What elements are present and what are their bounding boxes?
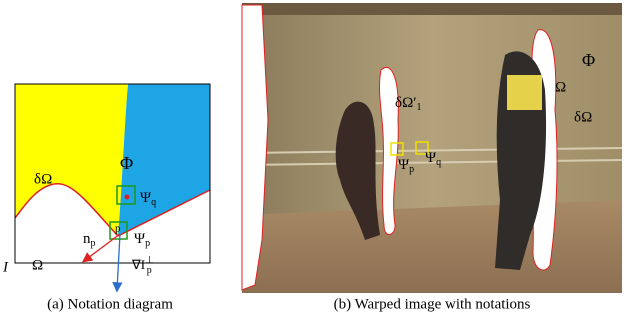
caption: (a) Notation diagram — [47, 296, 173, 312]
label: Φ — [582, 50, 595, 70]
subscript: 1 — [417, 102, 422, 113]
label: δΩ — [574, 109, 592, 125]
caption: (b) Warped image with notations — [334, 296, 531, 312]
label: Φ — [120, 153, 133, 173]
subscript: q — [151, 197, 156, 208]
subscript: p — [147, 265, 152, 276]
subscript: q — [436, 157, 441, 168]
subscript: p — [91, 238, 96, 249]
label: δΩ′ — [395, 95, 417, 111]
warped-image: δΩ′1 Ω Φ δΩ Ψp Ψq (b) Warped image with … — [242, 3, 622, 312]
label: δΩ — [34, 171, 52, 187]
figure: δΩ Φ Ψq np p Ψp I Ω ∇I⊥p (a) Notation di… — [0, 0, 627, 329]
floor — [242, 200, 622, 293]
label: ∇I — [131, 257, 145, 272]
ceiling — [242, 3, 622, 15]
notation-diagram: δΩ Φ Ψq np p Ψp I Ω ∇I⊥p (a) Notation di… — [2, 84, 210, 312]
point-q — [125, 195, 130, 200]
label: I — [2, 259, 9, 275]
subscript: p — [409, 164, 414, 175]
label: p — [115, 223, 121, 235]
shirt — [507, 75, 542, 110]
label: Ω — [555, 79, 566, 95]
label: Ω — [32, 257, 43, 273]
subscript: p — [145, 238, 150, 249]
label: ∇I⊥p — [131, 255, 154, 276]
